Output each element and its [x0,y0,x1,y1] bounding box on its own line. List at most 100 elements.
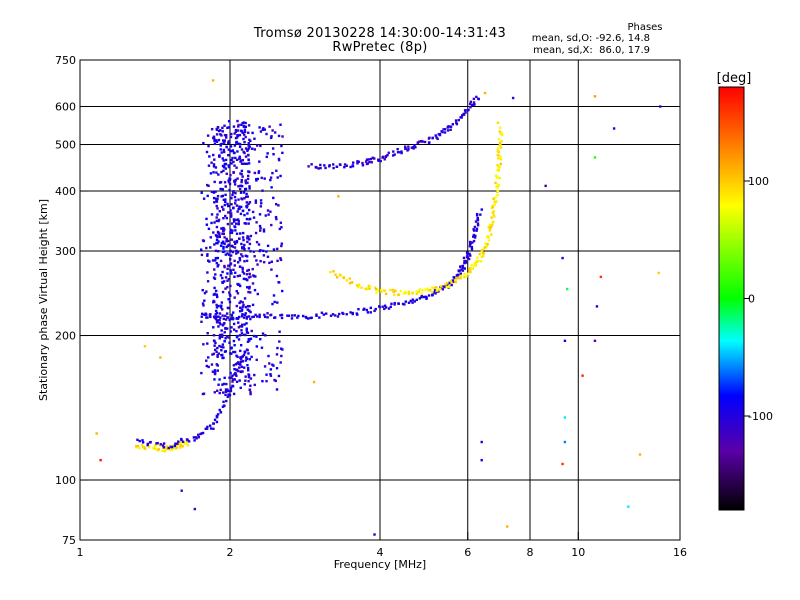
spread-echo-point [225,172,228,175]
trace-point [473,261,477,265]
trace-point [438,133,442,137]
spread-echo-point [223,228,226,231]
trace-point [499,155,502,159]
trace-point [473,103,476,106]
trace-point [445,285,448,289]
trace-point [418,140,421,143]
trace-point [199,432,202,436]
spread-echo-point [223,166,226,169]
spread-echo-point [219,148,222,151]
spread-echo-point [253,171,257,175]
spread-echo-point [270,186,273,189]
spread-echo-point [207,144,210,148]
trace-point [345,279,349,282]
spread-echo-point [211,353,214,356]
spread-echo-point [217,129,221,133]
trace-point [197,435,201,439]
trace-point [136,444,140,448]
spread-echo-point [233,343,236,347]
trace-point [224,314,227,317]
spread-echo-point [242,191,246,194]
spread-echo-point [233,259,236,262]
trace-point [498,176,501,180]
spread-echo-point [269,176,273,179]
trace-point [356,160,359,163]
spread-echo-point [230,231,234,235]
y-tick-label: 600 [55,101,76,114]
spread-echo-point [277,134,281,138]
trace-point [400,150,403,153]
trace-point [465,255,469,258]
trace-point [466,251,469,255]
spread-echo-point [230,196,233,200]
trace-point [296,316,299,319]
trace-point [175,446,179,449]
spread-echo-point [215,293,218,296]
spread-echo-point [241,175,244,178]
trace-point [476,216,479,220]
spread-echo-point [238,157,241,160]
spread-echo-point [234,156,237,160]
spread-echo-point [254,231,258,235]
spread-echo-point [235,289,238,293]
x-tick-label: 2 [227,546,234,559]
spread-echo-point [213,142,217,145]
trace-point [290,317,294,320]
trace-point [170,448,173,452]
trace-point [215,315,218,319]
spread-echo-point [214,309,218,313]
trace-point [433,286,436,290]
spread-echo-point [238,207,241,210]
trace-point [141,441,145,444]
spread-echo-point [233,183,237,186]
trace-point [197,433,200,437]
trace-point [499,146,503,149]
spread-echo-point [234,199,237,202]
spread-echo-point [240,130,244,133]
trace-point [434,292,437,295]
trace-point [381,156,384,159]
trace-point [205,427,209,430]
spread-echo-point [241,231,245,235]
trace-point [158,444,161,447]
spread-echo-point [215,238,219,242]
trace-point [459,274,463,278]
spread-echo-point [201,302,205,305]
trace-point [448,281,451,284]
spread-echo-point [275,367,279,370]
spread-echo-point [231,156,234,160]
spread-echo-point [274,215,278,219]
spread-echo-point [253,137,256,140]
trace-point [293,314,297,317]
spread-echo-point [269,368,273,371]
spread-echo-point [242,246,245,249]
spread-echo-point [262,230,266,233]
trace-point [279,314,282,317]
spread-echo-point [281,135,284,138]
trace-point [280,313,284,317]
trace-point [499,157,503,161]
spread-echo-point [224,185,227,188]
trace-point [420,295,423,299]
trace-point [209,315,212,319]
trace-point [463,272,466,276]
trace-point [179,444,182,447]
trace-point [174,442,177,445]
x-tick-label: 6 [464,546,471,559]
spread-echo-point [260,202,263,205]
spread-echo-point [227,165,231,169]
spread-echo-point [247,162,251,165]
trace-point [454,280,457,284]
trace-point [174,447,178,450]
echo-points [95,79,662,536]
spread-echo-point [238,362,241,366]
spread-echo-point [220,349,223,352]
trace-point [418,297,422,300]
trace-point [496,183,500,186]
grid-lines [80,60,680,540]
spread-echo-point [244,155,248,158]
spread-echo-point [206,134,210,137]
trace-point [415,290,418,293]
spread-echo-point [250,355,253,359]
spread-echo-point [243,260,246,263]
